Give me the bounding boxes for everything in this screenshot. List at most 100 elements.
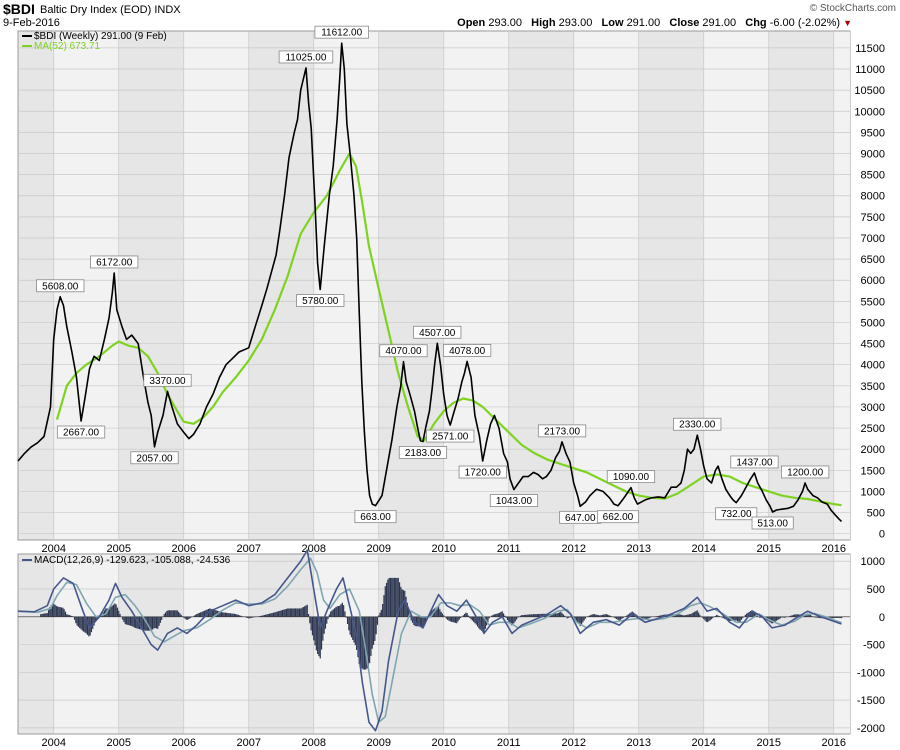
annotation-box: [143, 373, 192, 387]
price-y-tick-label: 5500: [861, 296, 885, 308]
price-annotation: 1043.00: [489, 494, 539, 508]
annotation-label: 5608.00: [42, 281, 79, 292]
macd-x-tick-label: 2004: [42, 737, 66, 749]
price-x-tick-label: 2007: [237, 543, 261, 555]
price-y-tick-label: 6500: [861, 254, 885, 266]
price-annotation: 662.00: [596, 510, 639, 523]
price-annotation: 647.00: [559, 510, 602, 524]
exchange: INDX: [154, 4, 181, 16]
price-annotation: 2571.00: [426, 429, 475, 443]
annotation-label: 1437.00: [736, 457, 773, 468]
price-annotation: 513.00: [751, 516, 794, 529]
annotation-label: 1720.00: [465, 468, 502, 479]
annotation-box: [715, 507, 758, 521]
price-annotation: 1437.00: [730, 455, 779, 469]
ohlc-readout: Open 293.00 High 293.00 Low 291.00 Close…: [457, 17, 852, 29]
annotation-box: [489, 494, 539, 508]
annotation-box: [354, 510, 397, 524]
price-y-tick-label: 6000: [861, 275, 885, 287]
macd-x-tick-label: 2007: [237, 737, 261, 749]
price-year-band: [703, 31, 769, 540]
close-value: 291.00: [702, 17, 737, 29]
annotation-label: 732.00: [721, 509, 752, 520]
price-y-tick-label: 4000: [861, 360, 885, 372]
annotation-label: 2330.00: [679, 420, 716, 431]
price-annotation: 2667.00: [56, 425, 106, 439]
source-credit: © StockCharts.com: [809, 3, 896, 14]
macd-x-tick-label: 2008: [302, 737, 326, 749]
annotation-label: 663.00: [360, 512, 391, 523]
macd-x-tick-label: 2016: [822, 737, 846, 749]
annotation-label: 2571.00: [432, 432, 469, 443]
macd-x-tick-label: 2014: [692, 737, 716, 749]
price-annotation: 3370.00: [143, 373, 192, 387]
open-label: Open: [457, 17, 486, 29]
macd-legend: MACD(12,26,9) -129.623, -105.088, -24.53…: [22, 555, 231, 566]
macd-y-tick-label: -1500: [857, 695, 885, 707]
annotation-box: [36, 279, 85, 293]
price-y-tick-label: 10500: [854, 85, 885, 97]
macd-line: [17, 549, 842, 732]
annotation-label: 2183.00: [405, 448, 442, 459]
annotation-box: [458, 465, 507, 479]
bdi-price-line: [17, 42, 843, 522]
annotation-label: 5780.00: [302, 296, 339, 307]
macd-x-tick-label: 2011: [497, 737, 521, 749]
annotation-box: [537, 424, 587, 438]
symbol: $BDI: [3, 1, 35, 17]
annotation-label: 2173.00: [544, 426, 581, 437]
annotation-label: 4070.00: [385, 346, 422, 357]
annotation-label: 11025.00: [285, 52, 326, 63]
price-y-tick-label: 2500: [861, 423, 885, 435]
price-y-tick-label: 3500: [861, 381, 885, 393]
macd-legend-label: MACD(12,26,9) -129.623, -105.088, -24.53…: [34, 555, 231, 566]
price-legend: $BDI (Weekly) 291.00 (9 Feb)MA(52) 673.7…: [22, 31, 167, 52]
price-x-tick-label: 2004: [42, 543, 66, 555]
chart-date: 9-Feb-2016: [3, 17, 60, 29]
ma-legend-label: MA(52) 673.71: [34, 41, 101, 52]
price-y-tick-label: 0: [879, 529, 885, 541]
price-annotation: 6172.00: [90, 255, 139, 268]
price-annotation: 732.00: [715, 507, 758, 521]
annotation-box: [379, 344, 428, 358]
price-annotation: 1090.00: [606, 470, 656, 483]
price-y-tick-label: 11500: [855, 43, 885, 55]
price-annotation: 5780.00: [296, 294, 345, 307]
macd-x-tick-label: 2005: [107, 737, 131, 749]
annotation-label: 1090.00: [613, 472, 650, 483]
low-label: Low: [601, 17, 624, 29]
price-y-tick-label: 9500: [861, 127, 885, 139]
annotation-box: [730, 455, 779, 469]
annotation-box: [413, 325, 462, 339]
close-label: Close: [669, 17, 700, 29]
macd-y-tick-label: 0: [879, 612, 885, 624]
price-y-tick-label: 11000: [855, 64, 885, 76]
macd-x-tick-label: 2013: [627, 737, 651, 749]
price-y-tick-label: 8500: [861, 170, 885, 182]
low-value: 291.00: [626, 17, 661, 29]
macd-x-tick-label: 2010: [432, 737, 456, 749]
ma52-line: [55, 152, 842, 507]
price-annotation: 663.00: [354, 510, 397, 524]
price-y-tick-label: 7500: [861, 212, 885, 224]
price-x-tick-label: 2012: [562, 543, 586, 555]
macd-y-tick-label: -2000: [857, 723, 885, 735]
chart-header: $BDI Baltic Dry Index (EOD) INDX 9-Feb-2…: [0, 0, 900, 30]
macd-year-band: [53, 554, 119, 734]
annotation-box: [781, 465, 830, 479]
annotation-label: 662.00: [603, 512, 634, 523]
price-x-tick-label: 2014: [692, 543, 716, 555]
price-y-tick-label: 1500: [861, 465, 885, 477]
macd-year-band: [443, 554, 509, 734]
price-year-band: [183, 31, 249, 540]
macd-year-band: [573, 554, 639, 734]
annotation-label: 4078.00: [449, 346, 486, 357]
down-arrow-icon: ▼: [843, 18, 852, 28]
annotation-box: [278, 50, 334, 64]
macd-x-tick-label: 2015: [757, 737, 781, 749]
price-annotation: 2183.00: [398, 446, 448, 459]
price-x-tick-label: 2013: [627, 543, 651, 555]
annotation-label: 647.00: [565, 513, 596, 524]
annotation-label: 1200.00: [787, 467, 824, 478]
price-annotation: 5608.00: [36, 279, 85, 293]
